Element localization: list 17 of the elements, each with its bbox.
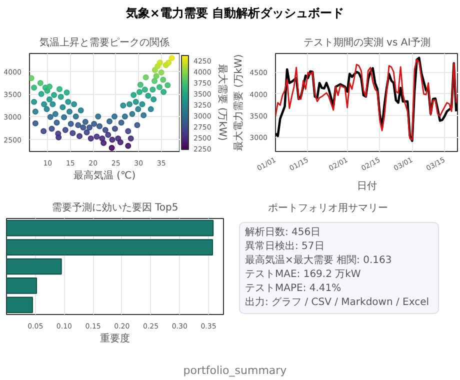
text: 気象×電力需要 自動解析ダッシュボード [124, 5, 346, 22]
chart-title: 需要予測に効いた要因 Top5 [52, 202, 178, 214]
text: 解析日数: 456日 [245, 226, 322, 240]
x-axis-title: 最高気温 (℃) [73, 170, 136, 182]
x-axis-title: 重要度 [100, 332, 130, 344]
text: 出力: グラフ / CSV / Markdown / Excel [245, 296, 430, 310]
text: portfolio_summary [182, 363, 288, 379]
chart-title: テスト期間の実測 vs AI予測 [303, 36, 431, 48]
chart-title: 気温上昇と需要ピークの関係 [40, 36, 170, 48]
x-axis-title: 日付 [357, 181, 377, 192]
text: ポートフォリオ用サマリー [267, 202, 389, 216]
y-axis-title: 最大電力需要 (万kW) [232, 54, 245, 151]
text: テストMAPE: 4.41% [245, 282, 342, 296]
text: テストMAE: 169.2 万kW [245, 268, 362, 282]
color-bar-title: 最大需要 (万kW) [216, 64, 228, 141]
text: 異常日検出: 57日 [245, 240, 326, 254]
text: 最高気温×最大需要 相関: 0.163 [245, 254, 393, 268]
